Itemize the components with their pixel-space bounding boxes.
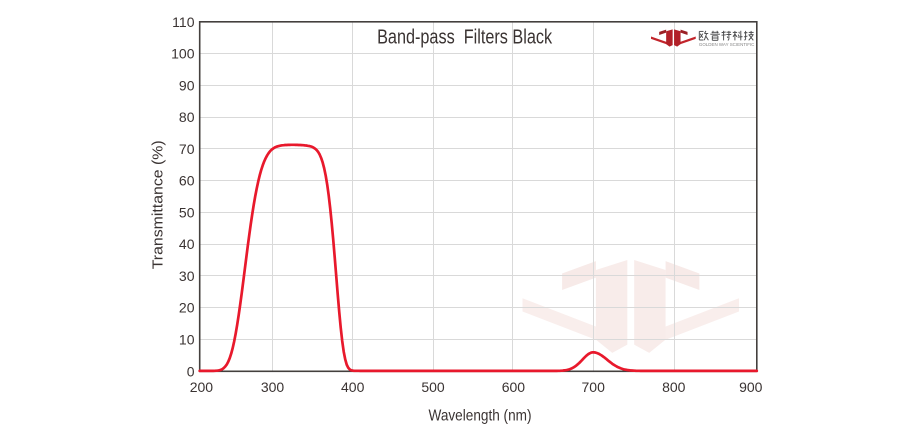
svg-text:30: 30 (179, 268, 195, 284)
svg-text:Band-pass Filters Black: Band-pass Filters Black (377, 27, 553, 49)
svg-text:200: 200 (190, 379, 214, 395)
svg-text:400: 400 (341, 379, 365, 395)
svg-text:100: 100 (171, 46, 195, 62)
svg-text:Transmittance (%): Transmittance (%) (150, 140, 167, 269)
svg-text:80: 80 (179, 109, 195, 125)
svg-text:40: 40 (179, 236, 195, 252)
svg-text:GOLDEN WAY SCIENTIFIC: GOLDEN WAY SCIENTIFIC (699, 42, 755, 47)
svg-text:300: 300 (261, 379, 285, 395)
svg-text:10: 10 (179, 332, 195, 348)
svg-text:50: 50 (179, 204, 195, 220)
svg-text:700: 700 (582, 379, 606, 395)
svg-text:500: 500 (421, 379, 445, 395)
svg-text:800: 800 (662, 379, 686, 395)
svg-text:60: 60 (179, 173, 195, 189)
svg-text:70: 70 (179, 141, 195, 157)
svg-text:110: 110 (172, 14, 195, 30)
svg-text:900: 900 (739, 379, 763, 395)
svg-text:0: 0 (187, 363, 195, 379)
svg-text:Wavelength (nm): Wavelength (nm) (429, 407, 532, 424)
svg-text:20: 20 (179, 300, 195, 316)
svg-text:600: 600 (502, 379, 526, 395)
svg-text:90: 90 (179, 77, 195, 93)
